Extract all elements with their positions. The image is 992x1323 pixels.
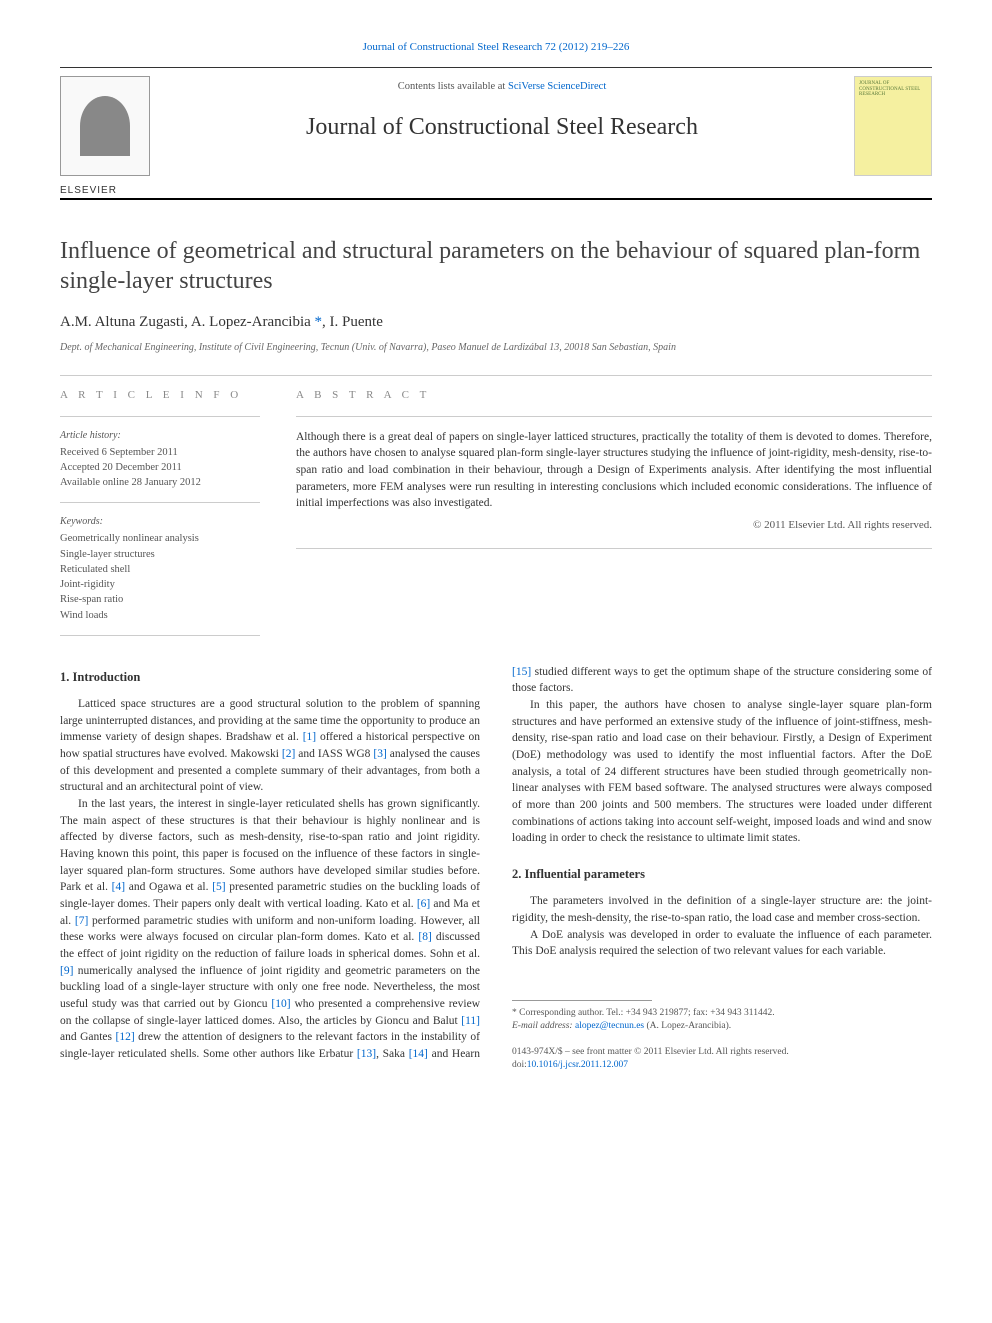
- header-center: Contents lists available at SciVerse Sci…: [166, 76, 838, 144]
- authors-part2: , I. Puente: [322, 314, 383, 330]
- article-title: Influence of geometrical and structural …: [60, 236, 932, 296]
- divider: [60, 375, 932, 376]
- article-info-column: A R T I C L E I N F O Article history: R…: [60, 388, 260, 622]
- journal-name: Journal of Constructional Steel Research: [166, 111, 838, 145]
- abstract-column: A B S T R A C T Although there is a grea…: [296, 388, 932, 622]
- history-label: Article history:: [60, 429, 260, 443]
- ref-link-13[interactable]: [13]: [357, 1048, 376, 1060]
- doi-label: doi:: [512, 1060, 527, 1070]
- sec2-para-1: The parameters involved in the definitio…: [512, 893, 932, 926]
- text: In the last years, the interest in singl…: [60, 798, 480, 893]
- cover-title: JOURNAL OF CONSTRUCTIONAL STEEL RESEARCH: [859, 81, 927, 98]
- intro-para-1: Latticed space structures are a good str…: [60, 696, 480, 796]
- section-1-heading: 1. Introduction: [60, 668, 480, 686]
- ref-link-3[interactable]: [3]: [373, 748, 386, 760]
- corresponding-author-footnote: * Corresponding author. Tel.: +34 943 21…: [512, 1007, 932, 1034]
- email-suffix: (A. Lopez-Arancibia).: [644, 1021, 731, 1031]
- ref-link-1[interactable]: [1]: [303, 731, 316, 743]
- issn-line: 0143-974X/$ – see front matter © 2011 El…: [512, 1046, 932, 1059]
- email-link[interactable]: alopez@tecnun.es: [575, 1021, 644, 1031]
- ref-link-10[interactable]: [10]: [271, 998, 290, 1010]
- text: studied different ways to get the optimu…: [512, 666, 932, 695]
- ref-link-14[interactable]: [14]: [409, 1048, 428, 1060]
- text: performed parametric studies with unifor…: [60, 915, 480, 944]
- abstract-text: Although there is a great deal of papers…: [296, 429, 932, 512]
- divider: [296, 416, 932, 417]
- ref-link-11[interactable]: [11]: [461, 1015, 480, 1027]
- ref-link-8[interactable]: [8]: [418, 931, 431, 943]
- section-2-heading: 2. Influential parameters: [512, 865, 932, 883]
- bottom-metadata: 0143-974X/$ – see front matter © 2011 El…: [512, 1046, 932, 1073]
- authors-part1: A.M. Altuna Zugasti, A. Lopez-Arancibia: [60, 314, 315, 330]
- article-body: 1. Introduction Latticed space structure…: [60, 664, 932, 1072]
- ref-link-6[interactable]: [6]: [417, 898, 430, 910]
- elsevier-tree-icon: [80, 96, 130, 156]
- info-abstract-row: A R T I C L E I N F O Article history: R…: [60, 388, 932, 622]
- author-list: A.M. Altuna Zugasti, A. Lopez-Arancibia …: [60, 312, 932, 333]
- doi-line: doi:10.1016/j.jcsr.2011.12.007: [512, 1059, 932, 1072]
- contents-prefix: Contents lists available at: [398, 81, 508, 92]
- elsevier-logo-block: ELSEVIER: [60, 76, 150, 198]
- affiliation: Dept. of Mechanical Engineering, Institu…: [60, 341, 932, 355]
- text: , Saka: [376, 1048, 409, 1060]
- journal-cover-thumbnail: JOURNAL OF CONSTRUCTIONAL STEEL RESEARCH: [854, 76, 932, 176]
- intro-para-3: In this paper, the authors have chosen t…: [512, 697, 932, 847]
- corr-contact: * Corresponding author. Tel.: +34 943 21…: [512, 1007, 932, 1020]
- elsevier-label: ELSEVIER: [60, 184, 150, 198]
- sec2-para-2: A DoE analysis was developed in order to…: [512, 927, 932, 960]
- corr-email-line: E-mail address: alopez@tecnun.es (A. Lop…: [512, 1020, 932, 1033]
- elsevier-logo: [60, 76, 150, 176]
- ref-link-9[interactable]: [9]: [60, 965, 73, 977]
- divider: [60, 502, 260, 503]
- divider: [296, 548, 932, 549]
- journal-citation: Journal of Constructional Steel Research…: [60, 40, 932, 55]
- history-text: Received 6 September 2011 Accepted 20 De…: [60, 445, 260, 491]
- journal-header: ELSEVIER Contents lists available at Sci…: [60, 67, 932, 200]
- sciencedirect-link[interactable]: SciVerse ScienceDirect: [508, 81, 606, 92]
- ref-link-2[interactable]: [2]: [282, 748, 295, 760]
- ref-link-7[interactable]: [7]: [75, 915, 88, 927]
- article-info-heading: A R T I C L E I N F O: [60, 388, 260, 403]
- ref-link-5[interactable]: [5]: [212, 881, 225, 893]
- text: and Ogawa et al.: [125, 881, 212, 893]
- doi-link[interactable]: 10.1016/j.jcsr.2011.12.007: [527, 1060, 628, 1070]
- abstract-heading: A B S T R A C T: [296, 388, 932, 403]
- email-label: E-mail address:: [512, 1021, 573, 1031]
- keywords-text: Geometrically nonlinear analysis Single-…: [60, 531, 260, 622]
- footnote-separator: [512, 1000, 652, 1001]
- abstract-copyright: © 2011 Elsevier Ltd. All rights reserved…: [296, 518, 932, 533]
- text: and Hearn: [428, 1048, 480, 1060]
- divider: [60, 416, 260, 417]
- ref-link-12[interactable]: [12]: [115, 1031, 134, 1043]
- divider: [60, 635, 260, 636]
- corresponding-star-icon: *: [315, 314, 323, 330]
- contents-available-line: Contents lists available at SciVerse Sci…: [166, 80, 838, 95]
- text: and IASS WG8: [295, 748, 373, 760]
- ref-link-4[interactable]: [4]: [112, 881, 125, 893]
- text: and Gantes: [60, 1031, 115, 1043]
- ref-link-15[interactable]: [15]: [512, 666, 531, 678]
- keywords-label: Keywords:: [60, 515, 260, 529]
